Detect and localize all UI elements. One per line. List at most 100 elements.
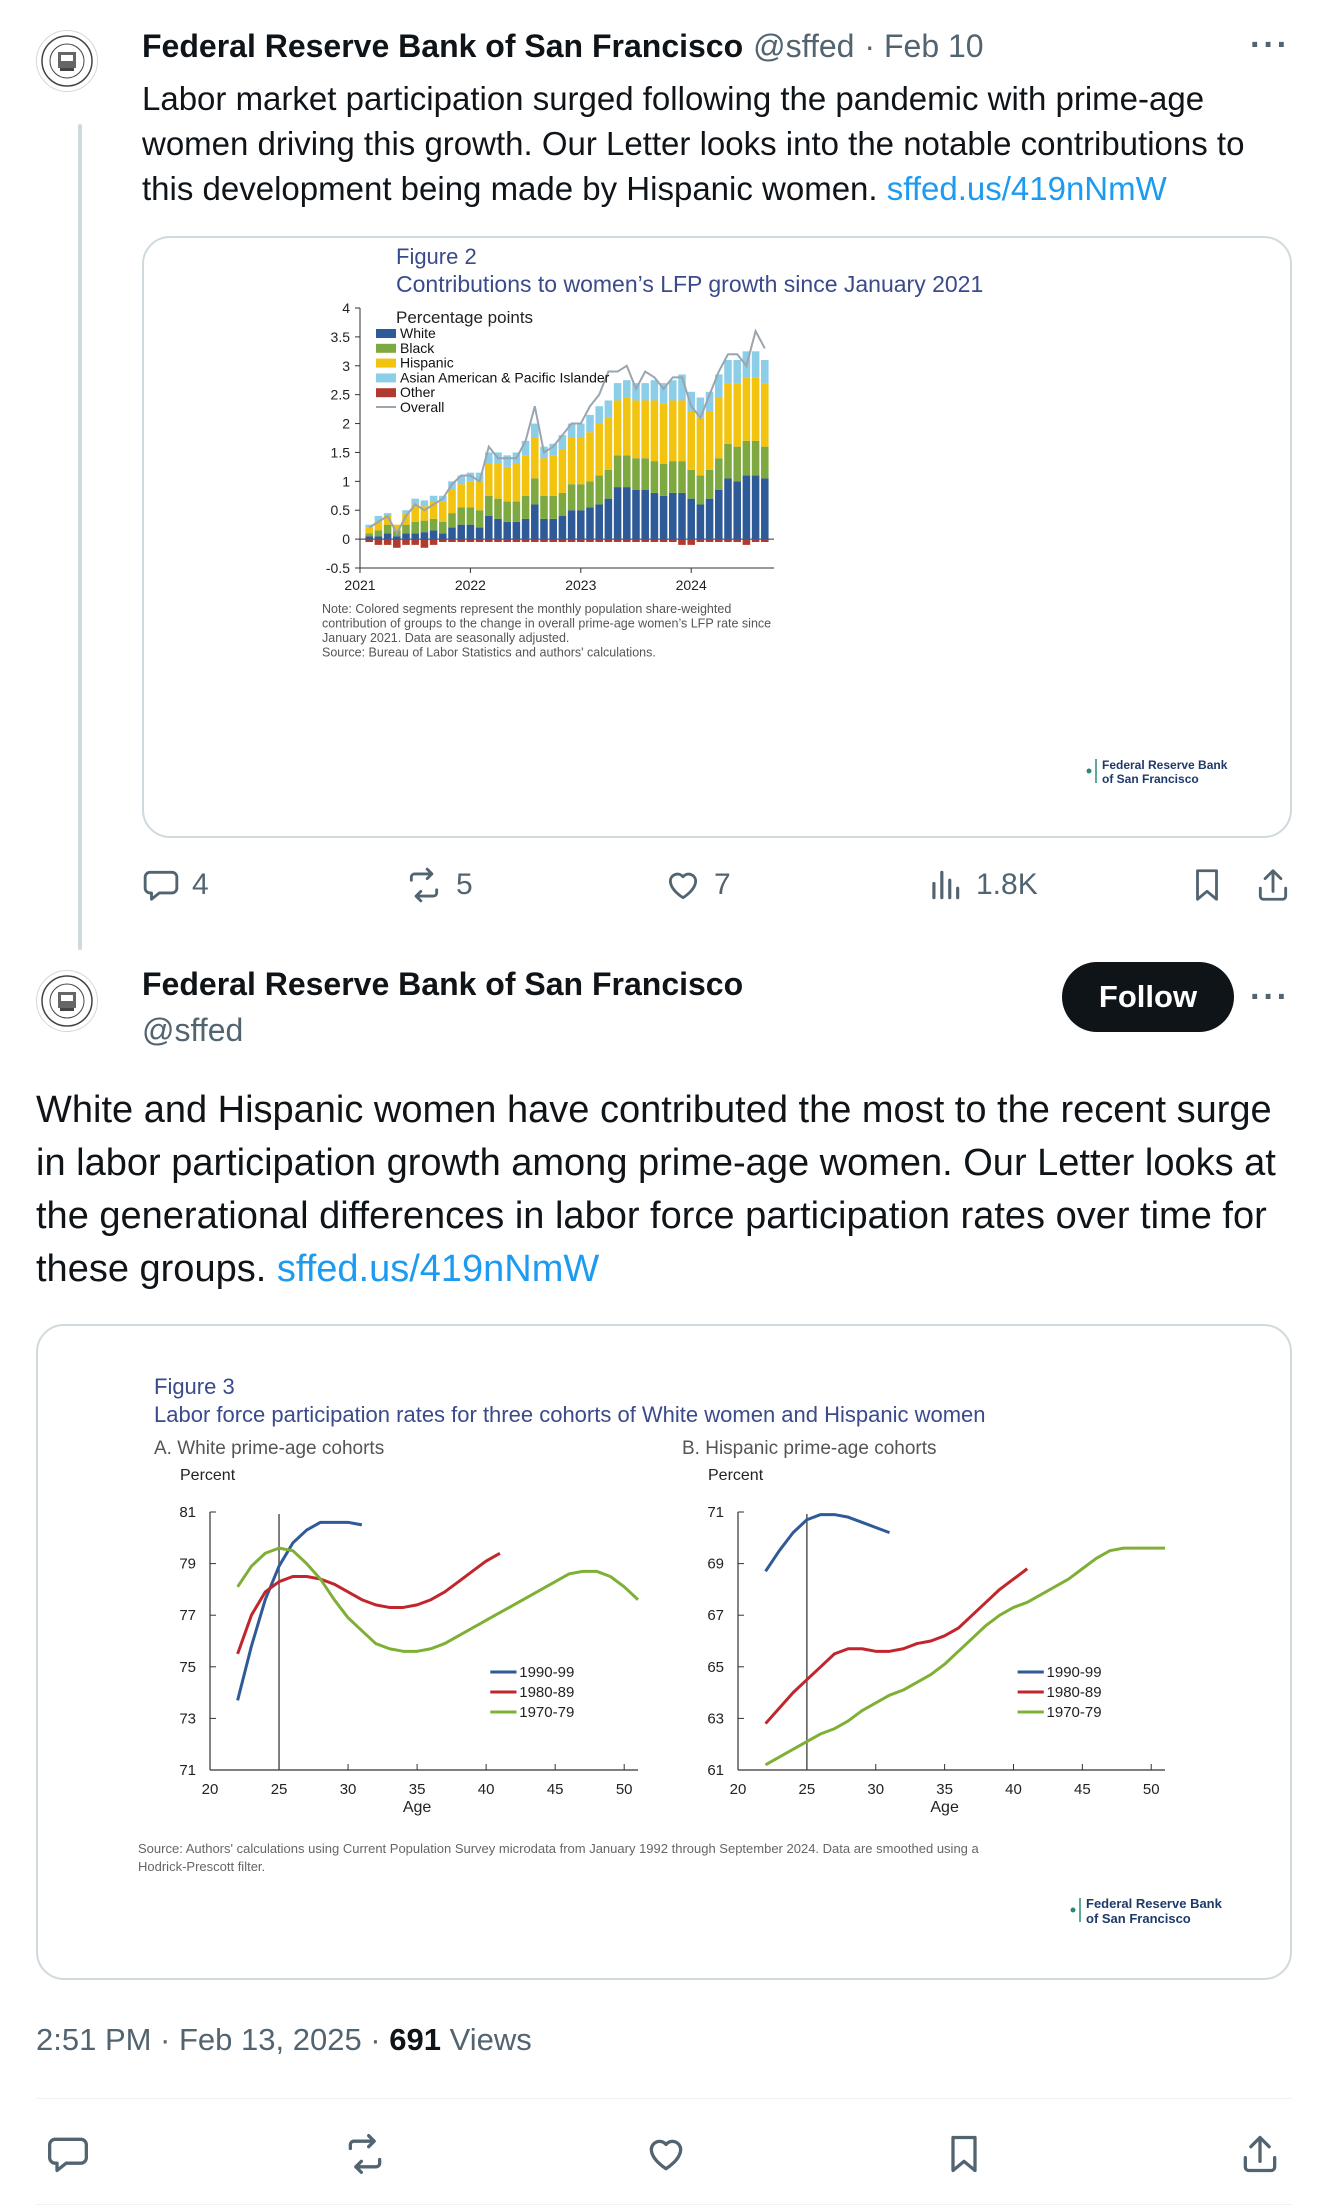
x-tick-label: 50: [1143, 1781, 1160, 1798]
x-axis-label: Age: [930, 1799, 959, 1816]
bar-black: [429, 518, 438, 531]
avatar[interactable]: [36, 970, 98, 1032]
x-tick-label: 25: [799, 1781, 816, 1798]
share-button[interactable]: [1238, 2132, 1282, 2176]
bar-other: [475, 539, 484, 542]
thread-connector-line: [78, 124, 82, 950]
bar-hispanic: [613, 400, 622, 456]
tweet1-link[interactable]: sffed.us/419nNmW: [886, 170, 1167, 207]
figure2-logo-line2: of San Francisco: [1102, 772, 1199, 786]
bar-white: [687, 498, 695, 540]
bar-white: [742, 475, 751, 540]
bar-black: [475, 510, 484, 528]
x-tick-label: 45: [1074, 1781, 1091, 1798]
bar-white: [650, 492, 659, 540]
bar-other: [494, 539, 502, 542]
reply-icon: [48, 2137, 88, 2173]
y-tick-label: 79: [179, 1556, 196, 1573]
bar-hispanic: [751, 377, 760, 441]
share-button[interactable]: [1254, 866, 1292, 904]
bar-white: [761, 478, 769, 540]
y-tick-label: 71: [707, 1504, 724, 1521]
post-metadata: 2:51 PM · Feb 13, 2025 · 691 Views: [36, 2022, 532, 2058]
figure2-note-line: January 2021. Data are seasonally adjust…: [322, 631, 569, 645]
x-tick-label: 2021: [344, 577, 375, 593]
bar-white: [577, 510, 585, 540]
bar-black: [586, 481, 594, 508]
bar-hispanic: [383, 516, 392, 525]
reply-icon: [143, 870, 179, 901]
bar-hispanic: [393, 524, 401, 531]
bookmark-button[interactable]: [942, 2132, 986, 2176]
bar-black: [549, 495, 557, 519]
author-name[interactable]: Federal Reserve Bank of San Francisco: [142, 28, 744, 64]
bar-black: [365, 533, 373, 537]
x-tick-label: 2023: [565, 577, 596, 593]
bar-black: [623, 455, 631, 488]
repost-button[interactable]: 5: [404, 866, 473, 904]
tweet1-header: Federal Reserve Bank of San Francisco @s…: [142, 28, 984, 65]
figure3-card[interactable]: Figure 3 Labor force participation rates…: [36, 1324, 1292, 1980]
y-tick-label: 71: [179, 1762, 196, 1779]
bar-hispanic: [623, 397, 631, 456]
legend-label: Asian American & Pacific Islander: [400, 369, 610, 385]
like-button[interactable]: [644, 2132, 688, 2176]
heart-icon: [649, 2139, 683, 2171]
bar-white: [374, 536, 383, 540]
reply-button[interactable]: 4: [142, 866, 209, 904]
bookmark-icon: [951, 2135, 977, 2173]
bar-hispanic: [669, 400, 677, 462]
bar-hispanic: [659, 403, 668, 464]
bar-other: [632, 539, 640, 542]
reply-button[interactable]: [46, 2132, 90, 2176]
more-options-icon[interactable]: ···: [1250, 26, 1290, 64]
author-handle[interactable]: @sffed: [753, 28, 855, 64]
share-icon: [1258, 869, 1288, 901]
legend-swatch: [376, 358, 396, 368]
repost-button[interactable]: [342, 2132, 388, 2176]
post-timestamp[interactable]: 2:51 PM · Feb 13, 2025 ·: [36, 2022, 381, 2057]
bar-other: [613, 539, 622, 542]
follow-button[interactable]: Follow: [1062, 962, 1234, 1032]
bar-white: [586, 507, 594, 540]
repost-count: 5: [456, 868, 473, 901]
y-tick-label: 2: [342, 416, 350, 432]
avatar[interactable]: [36, 30, 98, 92]
bar-asian-american-pacific-islander: [669, 380, 677, 401]
views-button[interactable]: 1.8K: [926, 866, 1038, 904]
bar-white: [494, 518, 502, 540]
bar-other: [402, 539, 410, 545]
repost-icon: [348, 2134, 382, 2174]
bar-white: [365, 536, 373, 540]
bar-black: [494, 498, 502, 519]
y-tick-label: 63: [707, 1710, 724, 1727]
bar-other: [374, 539, 383, 545]
bar-other: [678, 539, 686, 545]
views-label: Views: [449, 2022, 532, 2057]
bookmark-button[interactable]: [1188, 866, 1226, 904]
x-tick-label: 40: [478, 1781, 495, 1798]
bar-hispanic: [577, 438, 585, 485]
bar-other: [420, 539, 429, 548]
post-date[interactable]: · Feb 10: [864, 28, 984, 64]
tweet2-link[interactable]: sffed.us/419nNmW: [276, 1248, 600, 1290]
more-options-icon[interactable]: ···: [1250, 978, 1290, 1016]
bar-black: [761, 446, 769, 479]
author-name[interactable]: Federal Reserve Bank of San Francisco: [142, 966, 744, 1002]
bar-other: [659, 539, 668, 542]
bar-hispanic: [604, 417, 613, 470]
bar-hispanic: [457, 484, 465, 508]
bar-other: [751, 539, 760, 542]
x-axis-label: Age: [403, 1799, 432, 1816]
like-button[interactable]: 7: [664, 866, 731, 904]
fed-seal-icon: [41, 35, 93, 87]
legend-swatch: [376, 373, 396, 383]
bar-other: [512, 539, 521, 542]
bar-black: [411, 521, 419, 534]
panel-unit-label: Percent: [708, 1467, 764, 1484]
bar-other: [733, 539, 741, 542]
author-handle[interactable]: @sffed: [142, 1012, 244, 1048]
bar-white: [678, 492, 686, 540]
bar-black: [641, 458, 649, 490]
figure2-card[interactable]: Figure 2 Contributions to women’s LFP gr…: [142, 236, 1292, 838]
